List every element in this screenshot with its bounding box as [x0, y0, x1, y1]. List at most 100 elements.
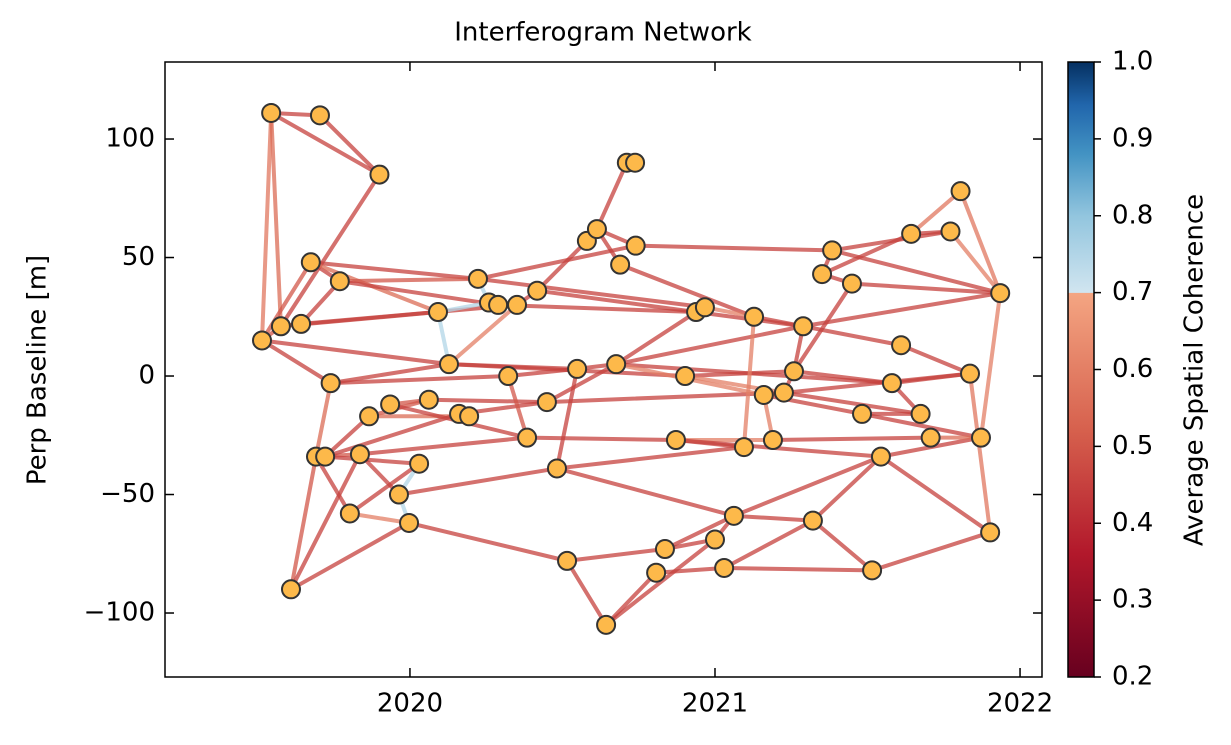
edge	[633, 243, 835, 253]
acquisition-node	[546, 458, 567, 479]
edge	[260, 338, 451, 367]
edge	[337, 276, 480, 284]
edge	[618, 262, 757, 319]
acquisition-node	[399, 512, 420, 533]
acquisition-node	[783, 361, 804, 382]
x-tick-label: 2022	[987, 689, 1053, 719]
edges	[260, 110, 1003, 627]
edge	[506, 366, 580, 379]
edge	[337, 279, 501, 307]
colorbar-tick-label: 0.7	[1112, 277, 1153, 307]
edge	[308, 260, 480, 281]
edge	[525, 435, 678, 443]
y-tick-label: 0	[138, 361, 155, 391]
edge	[860, 411, 983, 440]
edge	[496, 302, 699, 315]
edge	[899, 343, 973, 376]
acquisition-node	[625, 235, 646, 256]
acquisition-node	[388, 484, 409, 505]
chart-title: Interferogram Network	[454, 18, 751, 48]
edge	[260, 260, 313, 343]
acquisition-node	[349, 444, 370, 465]
colorbar-tick-label: 0.2	[1112, 662, 1153, 692]
colorbar-tick-label: 0.6	[1112, 354, 1153, 384]
y-tick-label: −50	[100, 479, 155, 509]
acquisition-node	[852, 403, 873, 424]
colorbar-tick-label: 0.5	[1112, 431, 1153, 461]
edge	[870, 530, 993, 573]
acquisition-node	[970, 427, 991, 448]
x-tick-label: 2021	[682, 689, 748, 719]
edge	[958, 189, 1003, 296]
acquisition-node	[891, 335, 912, 356]
acquisition-node	[654, 539, 675, 560]
acquisition-node	[920, 427, 941, 448]
edge	[357, 435, 530, 457]
edge	[407, 520, 570, 563]
edge	[683, 369, 796, 379]
acquisition-node	[339, 503, 360, 524]
acquisition-node	[625, 152, 646, 173]
edge	[269, 110, 382, 177]
y-axis-label: Perp Baseline [m]	[23, 255, 53, 485]
edge	[269, 110, 283, 329]
acquisition-node	[733, 437, 754, 458]
colorbar-tick-label: 1.0	[1112, 47, 1153, 77]
acquisition-node	[438, 354, 459, 375]
acquisition-node	[773, 382, 794, 403]
edge	[554, 445, 746, 471]
acquisition-node	[409, 453, 430, 474]
acquisition-node	[527, 280, 548, 301]
acquisition-node	[901, 223, 922, 244]
acquisition-node	[507, 294, 528, 315]
acquisition-node	[822, 240, 843, 261]
acquisition-node	[940, 221, 961, 242]
edge	[323, 454, 422, 466]
acquisition-node	[596, 614, 617, 635]
acquisition-node	[586, 219, 607, 240]
acquisition-node	[990, 283, 1011, 304]
edge	[604, 537, 717, 627]
edge	[791, 369, 894, 386]
acquisition-node	[841, 273, 862, 294]
colorbar	[1067, 61, 1095, 678]
edge	[801, 291, 1003, 329]
colorbar-tick-label: 0.4	[1112, 508, 1153, 538]
y-tick-label: −100	[84, 598, 155, 628]
edge	[978, 291, 1003, 440]
edge	[830, 248, 1003, 296]
edge	[313, 454, 352, 516]
acquisition-node	[488, 294, 509, 315]
acquisition-node	[252, 330, 273, 351]
edge	[565, 547, 667, 563]
acquisition-node	[881, 373, 902, 394]
axes: 2020 2021 2022 −100 −50 0 50 100 0.2 0.3 0.4 0.5 0.6…	[84, 47, 1154, 719]
acquisition-node	[291, 313, 312, 334]
edge	[278, 172, 382, 329]
edge	[313, 381, 333, 459]
edge	[446, 302, 520, 367]
edge	[948, 229, 1003, 296]
acquisition-node	[910, 403, 931, 424]
edge	[426, 397, 549, 405]
acquisition-node	[694, 297, 715, 318]
acquisition-node	[675, 366, 696, 387]
edge	[810, 454, 883, 523]
edge	[288, 452, 362, 592]
acquisition-node	[665, 430, 686, 451]
edge	[565, 558, 609, 627]
edge	[849, 281, 1003, 296]
edge	[722, 565, 875, 573]
edge	[554, 366, 580, 471]
acquisition-node	[704, 529, 725, 550]
edge	[535, 238, 589, 293]
acquisition-node	[870, 446, 891, 467]
acquisition-node	[557, 550, 578, 571]
edge	[475, 276, 707, 310]
acquisition-node	[359, 406, 380, 427]
acquisition-node	[270, 316, 291, 337]
edge	[810, 518, 875, 573]
edge	[554, 466, 736, 518]
acquisition-node	[862, 560, 883, 581]
edge	[288, 520, 412, 592]
